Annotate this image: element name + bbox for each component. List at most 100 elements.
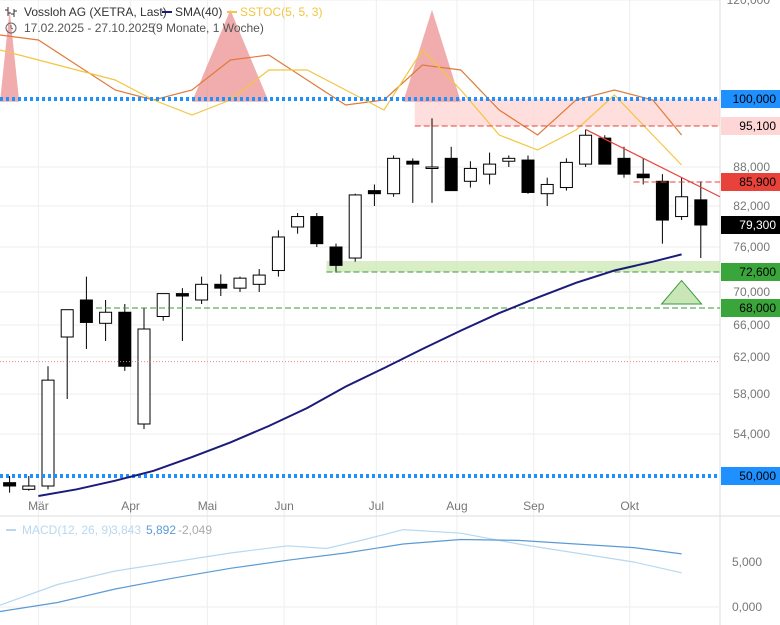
macd-tick-label: 0,000 (732, 600, 762, 614)
y-tick-label: 66,000 (733, 318, 770, 332)
candle-up (463, 167, 477, 182)
y-tick-label: 70,000 (733, 285, 770, 299)
candle-down (329, 246, 343, 266)
y-axis: 54,000 58,000 62,000 66,000 70,000 76,000 82,0… (727, 0, 771, 614)
candle-down (655, 180, 669, 221)
x-tick-label: Apr (121, 499, 140, 513)
chart-title: Vossloh AG (XETRA, Last) (24, 5, 167, 19)
price-badges: 100,000 95,100 85,900 79,300 72,600 68,000 50,… (721, 90, 780, 485)
badge-100-text: 100,000 (733, 92, 777, 106)
candle-up (41, 379, 55, 487)
candle-up (22, 485, 36, 490)
candle-down (636, 173, 650, 179)
candle-down (79, 299, 93, 323)
badge-last-text: 79,300 (739, 218, 776, 232)
candle-up (137, 328, 151, 425)
sstoc-overbought-fill (403, 9, 461, 102)
candle-up (271, 236, 285, 272)
x-tick-label: Aug (446, 499, 467, 513)
candle-down (367, 190, 381, 195)
candle-up (252, 274, 266, 285)
resistance-zone (414, 99, 720, 126)
x-tick-label: Mai (198, 499, 217, 513)
badge-72 (721, 263, 780, 281)
macd-tick-label: 5,000 (732, 555, 762, 569)
macd-header: MACD(12, 26, 9) 3,843 5,892 -2,049 (6, 523, 212, 537)
y-tick-label: 54,000 (733, 427, 770, 441)
sstoc-overbought-fill (0, 9, 20, 102)
target-triangle (660, 279, 703, 305)
candle-up (348, 194, 362, 259)
y-tick-label: 76,000 (733, 240, 770, 254)
candle-up (559, 161, 573, 189)
period-label: (9 Monate, 1 Woche) (152, 21, 264, 35)
macd-label: MACD(12, 26, 9) (22, 523, 112, 537)
y-tick-label: 82,000 (733, 199, 770, 213)
candle-down (175, 293, 189, 297)
badge-last (721, 216, 780, 234)
candle-down (214, 283, 228, 289)
y-tick-label: 58,000 (733, 387, 770, 401)
badge-95-text: 95,100 (739, 119, 776, 133)
macd-panel (0, 528, 720, 613)
candle-up (675, 196, 689, 218)
candle-up (387, 157, 401, 195)
candle-up (99, 311, 113, 324)
x-tick-label: Mär (28, 499, 49, 513)
candle-down (694, 199, 708, 226)
badge-85 (721, 173, 780, 191)
candle-up (502, 157, 516, 162)
sstoc-overbought-fill (192, 9, 269, 102)
x-tick-label: Sep (523, 499, 545, 513)
candle-down (310, 216, 324, 245)
macd-signal-line (0, 528, 682, 606)
candle-down (444, 157, 458, 192)
support-zone (326, 260, 720, 272)
candle-up (156, 293, 170, 318)
candle-up (233, 277, 247, 289)
macd-line (0, 538, 682, 613)
badge-50 (721, 467, 780, 485)
x-axis: Mär Apr Mai Jun Jul Aug Sep Okt (28, 499, 640, 513)
badge-68 (721, 299, 780, 317)
badge-68-text: 68,000 (739, 301, 776, 315)
date-range: 17.02.2025 - 27.10.2025 (24, 21, 155, 35)
sma40-line (38, 253, 682, 497)
sstoc-fast-line (0, 49, 683, 166)
candle-up (291, 216, 305, 228)
downtrend-line (585, 128, 721, 198)
candle-up (579, 134, 593, 165)
ohlc-icon (5, 7, 17, 17)
overlay-lines (0, 97, 721, 497)
badge-50-text: 50,000 (739, 469, 776, 483)
y-tick-label: 62,000 (733, 350, 770, 364)
badge-100 (721, 90, 780, 108)
candle-up (425, 166, 439, 169)
candle-down (118, 311, 132, 367)
x-tick-label: Jun (274, 499, 293, 513)
candle-up (60, 309, 74, 338)
candle-up (540, 183, 554, 195)
candle-down (406, 160, 420, 165)
y-tick-label: 120,000 (727, 0, 771, 7)
candle-down (598, 137, 612, 165)
sstoc-legend: SSTOC(5, 5, 3) (240, 5, 322, 19)
candle-down (521, 159, 535, 193)
x-tick-label: Okt (620, 499, 639, 513)
macd-value-1: 3,843 (111, 523, 141, 537)
chart-header: Vossloh AG (XETRA, Last) SMA(40) SSTOC(5… (5, 5, 322, 35)
clock-icon (5, 22, 17, 34)
badge-85-text: 85,900 (739, 175, 776, 189)
candle-down (617, 157, 631, 175)
badge-95 (721, 117, 780, 135)
macd-value-2: 5,892 (146, 523, 176, 537)
candle-down (3, 482, 17, 487)
candles (3, 118, 708, 493)
candle-up (483, 163, 497, 175)
candle-up (195, 283, 209, 301)
zones (326, 99, 720, 272)
x-tick-label: Jul (369, 499, 384, 513)
sstoc-indicator (0, 9, 683, 166)
macd-value-3: -2,049 (178, 523, 212, 537)
